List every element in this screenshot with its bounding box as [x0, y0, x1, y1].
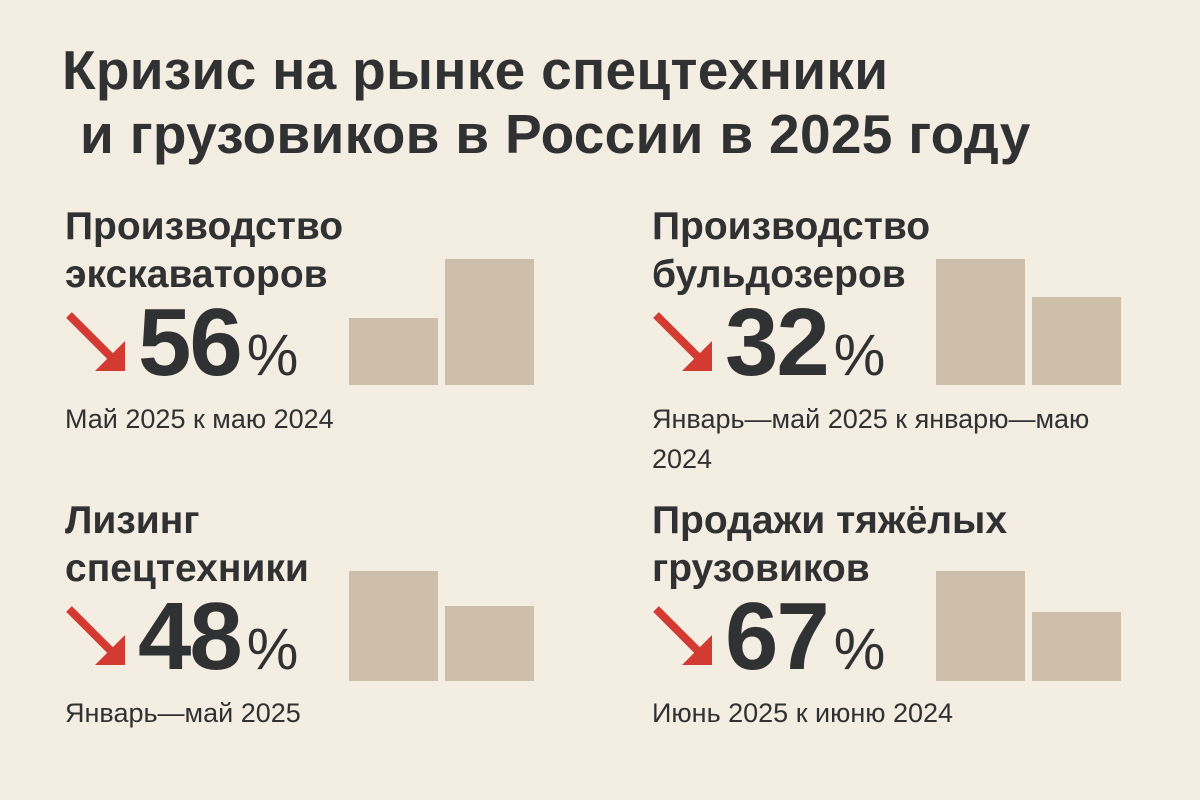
arrow-down-right-icon	[66, 606, 125, 665]
bar-current	[1032, 611, 1121, 681]
bar-previous	[936, 571, 1025, 681]
change-unit: %	[246, 323, 299, 388]
change-number: 48	[138, 583, 243, 690]
bar-previous	[349, 571, 438, 681]
panel-heavy-trucks: Продажи тяжёлых грузовиков 67% Июнь 2025…	[652, 497, 1192, 767]
panel-heading: Продажи тяжёлых грузовиков	[652, 499, 1008, 590]
change-unit: %	[833, 617, 886, 682]
page-title: Кризис на рынке спецтехники и грузовиков…	[62, 38, 1031, 166]
panel-subtitle: Январь—май 2025 к январю—маю 2024	[652, 404, 1090, 474]
change-value: 32%	[725, 295, 885, 404]
title-line-1: Кризис на рынке спецтехники	[62, 39, 889, 101]
bar-current	[1032, 296, 1121, 385]
panel-heading: Производство экскаваторов	[65, 205, 344, 296]
panel-subtitle: Июнь 2025 к июню 2024	[652, 698, 954, 728]
panel-subtitle: Январь—май 2025	[65, 698, 301, 728]
bar-chart	[936, 259, 1126, 385]
bar-current	[445, 606, 534, 681]
panel-heading: Производство бульдозеров	[652, 205, 931, 296]
arrow-down-right-icon	[66, 312, 125, 371]
panel-subtitle: Май 2025 к маю 2024	[65, 404, 334, 434]
change-number: 67	[725, 583, 830, 690]
bar-chart	[349, 259, 539, 385]
title-line-2: и грузовиков в России в 2025 году	[80, 103, 1031, 165]
arrow-down-right-icon	[653, 606, 712, 665]
change-unit: %	[246, 617, 299, 682]
change-value: 48%	[138, 589, 298, 698]
change-unit: %	[833, 323, 886, 388]
bar-current	[445, 259, 534, 385]
panel-leasing: Лизинг спецтехники 48% Январь—май 2025	[65, 497, 605, 767]
panel-heading: Лизинг спецтехники	[65, 499, 309, 590]
bar-chart	[349, 571, 539, 681]
change-value: 67%	[725, 589, 885, 698]
panel-bulldozers: Производство бульдозеров 32% Январь—май …	[652, 203, 1192, 474]
bar-chart	[936, 571, 1126, 681]
panel-excavators: Производство экскаваторов 56% Май 2025 к…	[65, 203, 605, 473]
change-number: 32	[725, 289, 830, 396]
bar-previous	[936, 259, 1025, 385]
change-value: 56%	[138, 295, 298, 404]
arrow-down-right-icon	[653, 312, 712, 371]
change-number: 56	[138, 289, 243, 396]
bar-previous	[349, 318, 438, 385]
